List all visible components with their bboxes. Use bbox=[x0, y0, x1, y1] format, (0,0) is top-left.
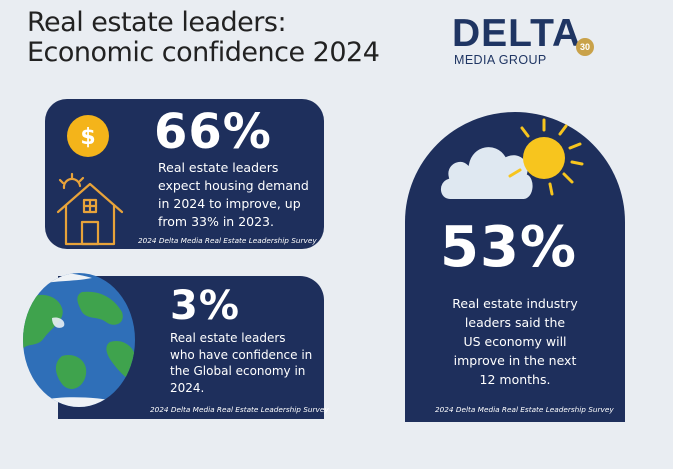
title-line-1: Real estate leaders: bbox=[27, 7, 287, 38]
logo-wordmark: DELTA bbox=[452, 12, 582, 55]
stat-description-housing: Real estate leaders expect housing deman… bbox=[158, 160, 309, 229]
source-note-housing: 2024 Delta Media Real Estate Leadership … bbox=[138, 236, 317, 245]
svg-text:$: $ bbox=[80, 125, 95, 150]
page-title: Real estate leaders: Economic confidence… bbox=[27, 7, 380, 68]
stat-description-global: Real estate leaders who have confidence … bbox=[170, 331, 313, 395]
source-note-global: 2024 Delta Media Real Estate Leadership … bbox=[150, 405, 329, 414]
house-icon bbox=[56, 172, 124, 246]
cloud-icon bbox=[439, 145, 535, 201]
source-note-us: 2024 Delta Media Real Estate Leadership … bbox=[435, 405, 614, 414]
logo-subtitle: MEDIA GROUP bbox=[454, 53, 547, 67]
stat-value-housing: 66% bbox=[154, 104, 272, 160]
sun-icon bbox=[508, 118, 584, 196]
stat-value-us: 53% bbox=[440, 215, 578, 280]
title-line-2: Economic confidence 2024 bbox=[27, 37, 380, 68]
dollar-coin-icon: $ bbox=[67, 115, 109, 157]
globe-icon bbox=[23, 273, 135, 407]
delta-media-logo: DELTA MEDIA GROUP 30 bbox=[452, 14, 612, 70]
stat-description-us: Real estate industry leaders said the US… bbox=[452, 296, 578, 387]
anniversary-badge: 30 bbox=[576, 38, 594, 56]
stat-value-global: 3% bbox=[170, 283, 240, 329]
